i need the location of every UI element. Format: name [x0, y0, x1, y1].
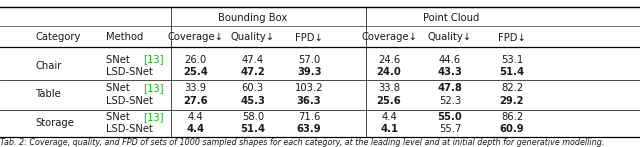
Text: 33.9: 33.9 — [184, 83, 206, 93]
Text: 33.8: 33.8 — [378, 83, 400, 93]
Text: 82.2: 82.2 — [501, 83, 523, 93]
Text: Chair: Chair — [35, 61, 61, 71]
Text: SNet: SNet — [106, 83, 132, 93]
Text: 25.4: 25.4 — [183, 67, 207, 77]
Text: 45.3: 45.3 — [241, 96, 265, 106]
Text: 4.4: 4.4 — [186, 124, 204, 134]
Text: 26.0: 26.0 — [184, 55, 206, 65]
Text: 29.2: 29.2 — [500, 96, 524, 106]
Text: 55.0: 55.0 — [438, 112, 462, 122]
Text: SNet: SNet — [106, 112, 132, 122]
Text: LSD-SNet: LSD-SNet — [106, 67, 152, 77]
Text: 55.7: 55.7 — [439, 124, 461, 134]
Text: Quality↓: Quality↓ — [428, 32, 472, 42]
Text: Tab. 2: Coverage, quality, and FPD of sets of 1000 sampled shapes for each categ: Tab. 2: Coverage, quality, and FPD of se… — [0, 138, 604, 147]
Text: 47.8: 47.8 — [438, 83, 462, 93]
Text: Quality↓: Quality↓ — [231, 32, 275, 42]
Text: Coverage↓: Coverage↓ — [361, 32, 417, 42]
Text: Coverage↓: Coverage↓ — [167, 32, 223, 42]
Text: 44.6: 44.6 — [439, 55, 461, 65]
Text: 103.2: 103.2 — [295, 83, 323, 93]
Text: 4.4: 4.4 — [381, 112, 397, 122]
Text: 58.0: 58.0 — [242, 112, 264, 122]
Text: 36.3: 36.3 — [297, 96, 321, 106]
Text: 24.0: 24.0 — [377, 67, 401, 77]
Text: LSD-SNet: LSD-SNet — [106, 124, 152, 134]
Text: [13]: [13] — [143, 55, 163, 65]
Text: 25.6: 25.6 — [377, 96, 401, 106]
Text: 60.9: 60.9 — [500, 124, 524, 134]
Text: Bounding Box: Bounding Box — [218, 13, 287, 23]
Text: 51.4: 51.4 — [240, 124, 266, 134]
Text: Point Cloud: Point Cloud — [423, 13, 479, 23]
Text: 52.3: 52.3 — [439, 96, 461, 106]
Text: 27.6: 27.6 — [183, 96, 207, 106]
Text: FPD↓: FPD↓ — [295, 32, 323, 42]
Text: [13]: [13] — [143, 83, 163, 93]
Text: 57.0: 57.0 — [298, 55, 320, 65]
Text: 53.1: 53.1 — [501, 55, 523, 65]
Text: 71.6: 71.6 — [298, 112, 320, 122]
Text: LSD-SNet: LSD-SNet — [106, 96, 152, 106]
Text: 63.9: 63.9 — [297, 124, 321, 134]
Text: 47.4: 47.4 — [242, 55, 264, 65]
Text: SNet: SNet — [106, 55, 132, 65]
Text: 60.3: 60.3 — [242, 83, 264, 93]
Text: 24.6: 24.6 — [378, 55, 400, 65]
Text: 43.3: 43.3 — [438, 67, 462, 77]
Text: FPD↓: FPD↓ — [498, 32, 526, 42]
Text: 4.4: 4.4 — [188, 112, 203, 122]
Text: 39.3: 39.3 — [297, 67, 321, 77]
Text: 4.1: 4.1 — [380, 124, 398, 134]
Text: Table: Table — [35, 89, 61, 100]
Text: 47.2: 47.2 — [241, 67, 265, 77]
Text: Method: Method — [106, 32, 143, 42]
Text: [13]: [13] — [143, 112, 163, 122]
Text: Storage: Storage — [35, 118, 74, 128]
Text: 51.4: 51.4 — [499, 67, 525, 77]
Text: 86.2: 86.2 — [501, 112, 523, 122]
Text: Category: Category — [35, 32, 81, 42]
